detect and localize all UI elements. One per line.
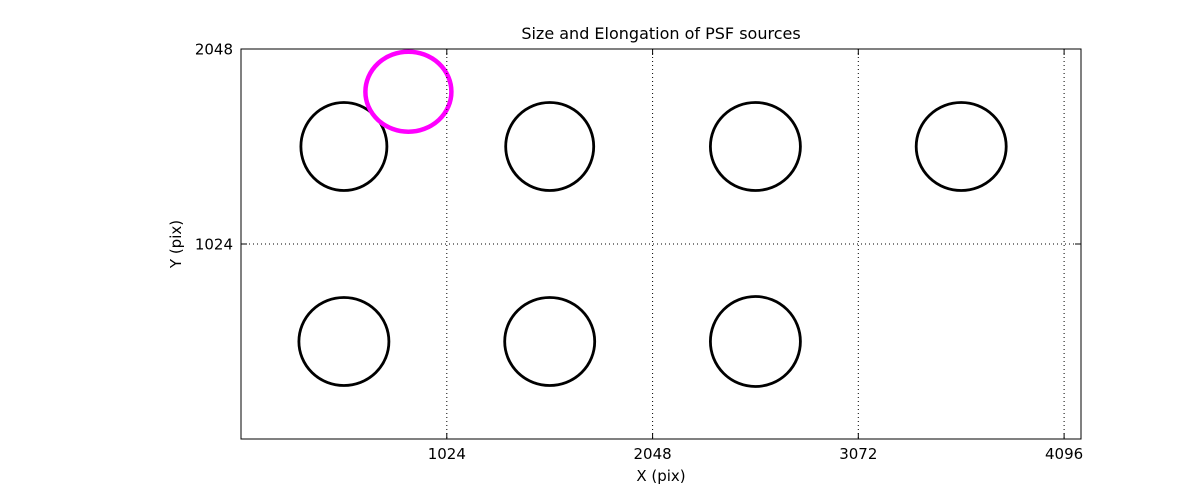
psf-source-marker	[914, 101, 1008, 192]
x-axis-label: X (pix)	[636, 467, 685, 485]
y-tick-label: 1024	[195, 236, 233, 254]
psf-source-marker	[299, 101, 389, 192]
gridline-layer	[241, 49, 1081, 439]
tick-label-layer: 1024 2048 3072 4096 1024 2048	[195, 41, 1083, 464]
x-tick-label: 2048	[634, 445, 672, 463]
y-tick-label: 2048	[195, 41, 233, 59]
x-tick-label: 4096	[1045, 445, 1083, 463]
source-marker-layer	[297, 49, 1008, 388]
x-tick-label: 3072	[839, 445, 877, 463]
tick-mark-layer	[241, 48, 1081, 439]
psf-source-marker	[503, 296, 597, 387]
x-tick-label: 1024	[428, 445, 466, 463]
y-axis-label: Y (pix)	[167, 220, 185, 269]
plot-title: Size and Elongation of PSF sources	[521, 24, 800, 43]
psf-source-marker	[709, 295, 802, 388]
psf-source-marker	[709, 101, 802, 192]
flagged-psf-source-marker	[363, 49, 454, 134]
psf-source-marker	[504, 101, 596, 192]
psf-source-marker	[297, 296, 391, 387]
